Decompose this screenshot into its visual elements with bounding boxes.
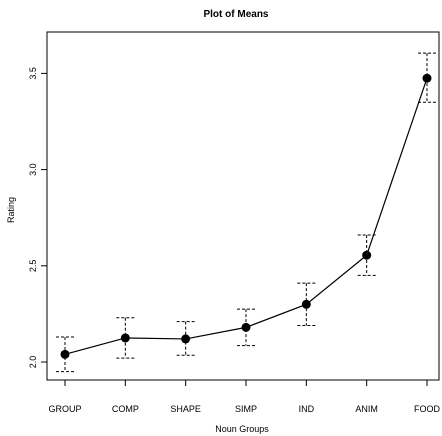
data-point [301, 299, 311, 309]
x-tick-label: FOOD [414, 404, 440, 414]
chart-title: Plot of Means [203, 9, 268, 20]
x-tick-label: SHAPE [170, 404, 201, 414]
data-point [241, 322, 251, 332]
x-tick-label: SIMP [235, 404, 257, 414]
y-tick-label: 3.5 [28, 67, 38, 80]
series [60, 73, 432, 359]
y-tick-label: 2.0 [28, 356, 38, 369]
y-axis-label: Rating [6, 197, 16, 223]
data-point [422, 73, 432, 83]
x-tick-label: COMP [112, 404, 139, 414]
data-point [60, 349, 70, 359]
error-bar [418, 52, 436, 103]
x-tick-label: ANIM [355, 404, 378, 414]
data-point [362, 250, 372, 260]
plot-frame [46, 31, 440, 381]
y-tick-label: 2.5 [28, 260, 38, 273]
data-point [120, 333, 130, 343]
x-tick-label: IND [299, 404, 315, 414]
x-axis-label: Noun Groups [215, 424, 269, 434]
y-tick-label: 3.0 [28, 163, 38, 176]
x-axis: GROUP COMP SHAPE SIMP IND ANIM FOOD [48, 380, 440, 414]
data-point [181, 334, 191, 344]
series-line [64, 77, 428, 355]
error-bar [237, 308, 255, 347]
x-tick-label: GROUP [48, 404, 81, 414]
y-axis: 2.0 2.5 3.0 3.5 [28, 67, 47, 368]
